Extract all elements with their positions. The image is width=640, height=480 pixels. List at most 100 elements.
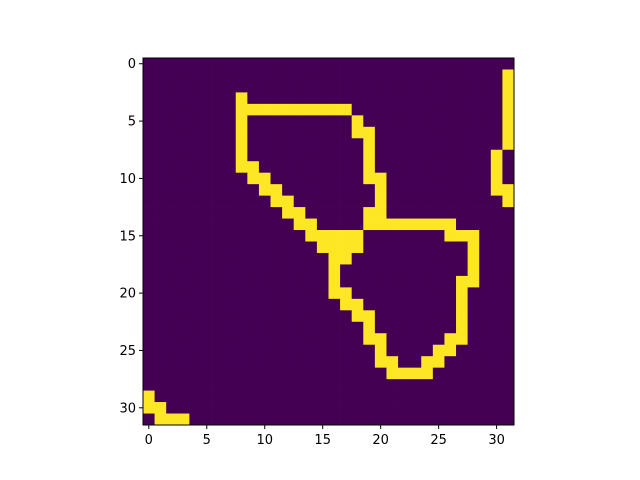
heatmap-cell (444, 58, 457, 70)
heatmap-cell (316, 138, 329, 151)
heatmap-cell (235, 195, 248, 208)
heatmap-cell (212, 310, 225, 323)
heatmap-cell (363, 184, 376, 196)
heatmap-cell (363, 413, 376, 426)
heatmap-cell (398, 58, 411, 70)
heatmap-cell (212, 264, 225, 277)
heatmap-cell (363, 138, 376, 151)
heatmap-cell (224, 207, 237, 219)
heatmap-cell (189, 103, 202, 116)
heatmap-cell (154, 241, 167, 254)
heatmap-cell (432, 264, 445, 277)
heatmap-cell (224, 80, 237, 93)
y-tick-label: 30 (119, 401, 136, 416)
heatmap-cell (154, 172, 167, 185)
heatmap-cell (143, 241, 155, 254)
heatmap-cell (502, 241, 515, 254)
heatmap-cell (316, 367, 329, 380)
heatmap-cell (189, 241, 202, 254)
heatmap-cell (409, 149, 422, 162)
heatmap-cell (200, 69, 213, 82)
heatmap-cell (224, 367, 237, 380)
heatmap-cell (340, 184, 353, 196)
heatmap-cell (456, 218, 468, 231)
heatmap-cell (200, 184, 213, 196)
heatmap-cell (316, 298, 329, 311)
heatmap-cell (247, 149, 260, 162)
heatmap-cell (166, 230, 179, 242)
heatmap-cell (444, 344, 457, 357)
heatmap-cell (247, 207, 260, 219)
heatmap-cell (444, 149, 457, 162)
heatmap-cell (467, 80, 480, 93)
heatmap-cell (258, 115, 271, 128)
heatmap-cell (282, 149, 295, 162)
heatmap-cell (421, 103, 434, 116)
heatmap-cell (502, 103, 515, 116)
heatmap-cell (467, 149, 480, 162)
heatmap-cell (398, 402, 411, 414)
heatmap-cell (421, 161, 434, 174)
heatmap-cell (154, 333, 167, 346)
heatmap-cell (328, 390, 341, 403)
heatmap-cell (351, 149, 364, 162)
heatmap-cell (212, 344, 225, 357)
heatmap-cell (212, 80, 225, 93)
heatmap-cell (224, 333, 237, 346)
heatmap-cell (212, 218, 225, 231)
heatmap-cell (316, 195, 329, 208)
heatmap-cell (282, 275, 295, 288)
heatmap-cell (363, 356, 376, 369)
heatmap-cell (374, 149, 387, 162)
heatmap-cell (386, 69, 399, 82)
heatmap-cell (270, 390, 283, 403)
heatmap-cell (363, 344, 376, 357)
heatmap-cell (258, 275, 271, 288)
heatmap-cell (293, 298, 306, 311)
heatmap-cell (502, 333, 515, 346)
heatmap-cell (316, 149, 329, 162)
heatmap-cell (305, 367, 318, 380)
heatmap-cell (467, 321, 480, 334)
heatmap-cell (398, 80, 411, 93)
heatmap-cell (305, 321, 318, 334)
heatmap-cell (154, 252, 167, 265)
heatmap-cell (374, 275, 387, 288)
heatmap-cell (282, 321, 295, 334)
y-tick-label: 25 (119, 344, 136, 359)
heatmap-cell (328, 230, 341, 242)
heatmap-cell (247, 298, 260, 311)
heatmap-cell (200, 413, 213, 426)
heatmap-cell (177, 310, 190, 323)
heatmap-cell (409, 252, 422, 265)
heatmap-cell (258, 207, 271, 219)
heatmap-cell (386, 126, 399, 139)
heatmap-cell (177, 321, 190, 334)
heatmap-cell (212, 402, 225, 414)
heatmap-cell (456, 126, 468, 139)
heatmap-cell (282, 161, 295, 174)
heatmap-cell (340, 344, 353, 357)
heatmap-cell (177, 241, 190, 254)
heatmap-cell (177, 230, 190, 242)
heatmap-cell (224, 321, 237, 334)
heatmap-cell (200, 287, 213, 300)
heatmap-cell (374, 161, 387, 174)
heatmap-cell (235, 218, 248, 231)
heatmap-cell (421, 241, 434, 254)
heatmap-cell (154, 161, 167, 174)
heatmap-cell (502, 80, 515, 93)
heatmap-cell (398, 413, 411, 426)
heatmap-cell (270, 69, 283, 82)
heatmap-cell (293, 218, 306, 231)
heatmap-cell (166, 287, 179, 300)
heatmap-cell (351, 126, 364, 139)
heatmap-cell (247, 367, 260, 380)
heatmap-cell (235, 287, 248, 300)
heatmap-cell (293, 333, 306, 346)
heatmap-cell (363, 207, 376, 219)
heatmap-cell (212, 230, 225, 242)
heatmap-cell (235, 379, 248, 391)
heatmap-cell (282, 115, 295, 128)
heatmap-cell (200, 298, 213, 311)
